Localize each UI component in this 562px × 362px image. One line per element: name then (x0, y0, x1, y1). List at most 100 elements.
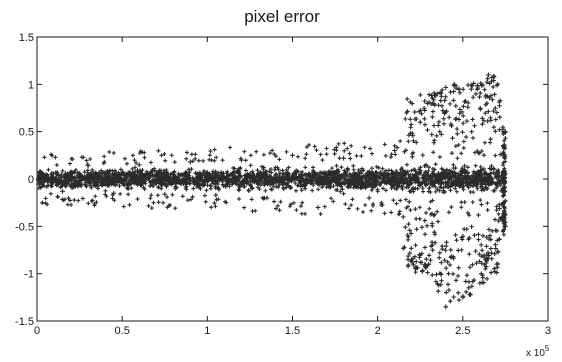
data-point (215, 180, 220, 185)
data-point (422, 245, 428, 250)
data-point (497, 174, 502, 179)
data-point (259, 164, 264, 169)
data-point (58, 177, 63, 182)
data-point (462, 99, 467, 105)
data-point (191, 186, 196, 191)
data-point (303, 186, 308, 191)
data-point (480, 122, 485, 127)
data-point (155, 193, 160, 198)
data-point (420, 186, 425, 191)
data-point (265, 175, 270, 180)
data-point (89, 199, 94, 204)
data-point (249, 197, 254, 202)
data-point (470, 200, 475, 205)
data-point (195, 171, 200, 176)
data-point (502, 204, 507, 209)
data-point (479, 202, 484, 207)
data-point (159, 153, 164, 158)
data-point (492, 92, 497, 97)
data-point (364, 179, 369, 184)
data-point (399, 166, 404, 171)
data-point (493, 117, 498, 122)
data-point (378, 183, 383, 188)
data-point (307, 171, 312, 176)
data-point (196, 158, 201, 163)
data-point (229, 172, 234, 177)
data-point (284, 185, 289, 190)
data-point (432, 167, 437, 172)
data-point (315, 175, 320, 180)
data-point (445, 282, 451, 287)
data-point (501, 229, 506, 234)
data-point (238, 174, 243, 179)
data-point (338, 189, 343, 194)
data-point (357, 178, 362, 183)
data-point (163, 182, 168, 187)
data-point (475, 149, 480, 154)
data-point (414, 116, 419, 122)
data-point (254, 149, 259, 154)
data-point (492, 266, 497, 271)
data-point (472, 150, 477, 155)
data-point (331, 199, 336, 204)
data-point (400, 187, 405, 192)
data-point (491, 108, 496, 114)
data-point (430, 198, 435, 203)
data-point (155, 175, 160, 180)
data-point (201, 158, 206, 163)
data-point (484, 252, 489, 258)
data-point (272, 199, 277, 204)
data-point (436, 283, 442, 288)
data-point (347, 176, 352, 181)
data-point (193, 156, 198, 161)
data-point (471, 81, 476, 86)
data-point (432, 213, 437, 218)
data-point (460, 237, 465, 242)
data-point (384, 171, 389, 176)
x-tick-label: 1 (204, 325, 210, 337)
data-point (408, 122, 414, 127)
data-point (366, 195, 372, 201)
data-point (490, 177, 495, 182)
data-point (299, 174, 304, 179)
data-point (248, 182, 253, 187)
data-point (496, 202, 502, 207)
data-point (501, 201, 506, 206)
data-point (334, 187, 339, 192)
data-point (103, 188, 108, 193)
data-point (501, 131, 506, 136)
data-point (371, 172, 376, 177)
data-point (461, 104, 466, 109)
data-point (368, 146, 373, 151)
data-point (208, 149, 213, 154)
data-point (154, 170, 159, 175)
x-tick-label: 3 (545, 325, 551, 337)
data-point (171, 172, 176, 177)
data-point (382, 179, 387, 184)
data-point (460, 129, 465, 135)
data-point (294, 174, 299, 179)
data-point (46, 179, 51, 184)
data-point (112, 179, 117, 184)
data-point (422, 232, 428, 237)
data-point (303, 156, 308, 161)
data-point (136, 171, 141, 176)
data-point (371, 202, 376, 207)
data-point (378, 170, 383, 175)
data-point (68, 198, 73, 203)
data-point (493, 172, 498, 177)
data-point (139, 179, 144, 184)
data-point (430, 114, 435, 120)
data-point (299, 204, 304, 209)
data-point (477, 94, 482, 100)
data-point (441, 116, 446, 121)
data-point (86, 177, 91, 182)
data-point (73, 167, 78, 172)
data-point (409, 189, 414, 194)
data-point (414, 140, 419, 145)
data-point (437, 154, 442, 159)
data-point (419, 269, 425, 274)
data-point (363, 182, 368, 187)
data-point (485, 76, 490, 81)
x-tick-label: 0 (34, 325, 40, 337)
